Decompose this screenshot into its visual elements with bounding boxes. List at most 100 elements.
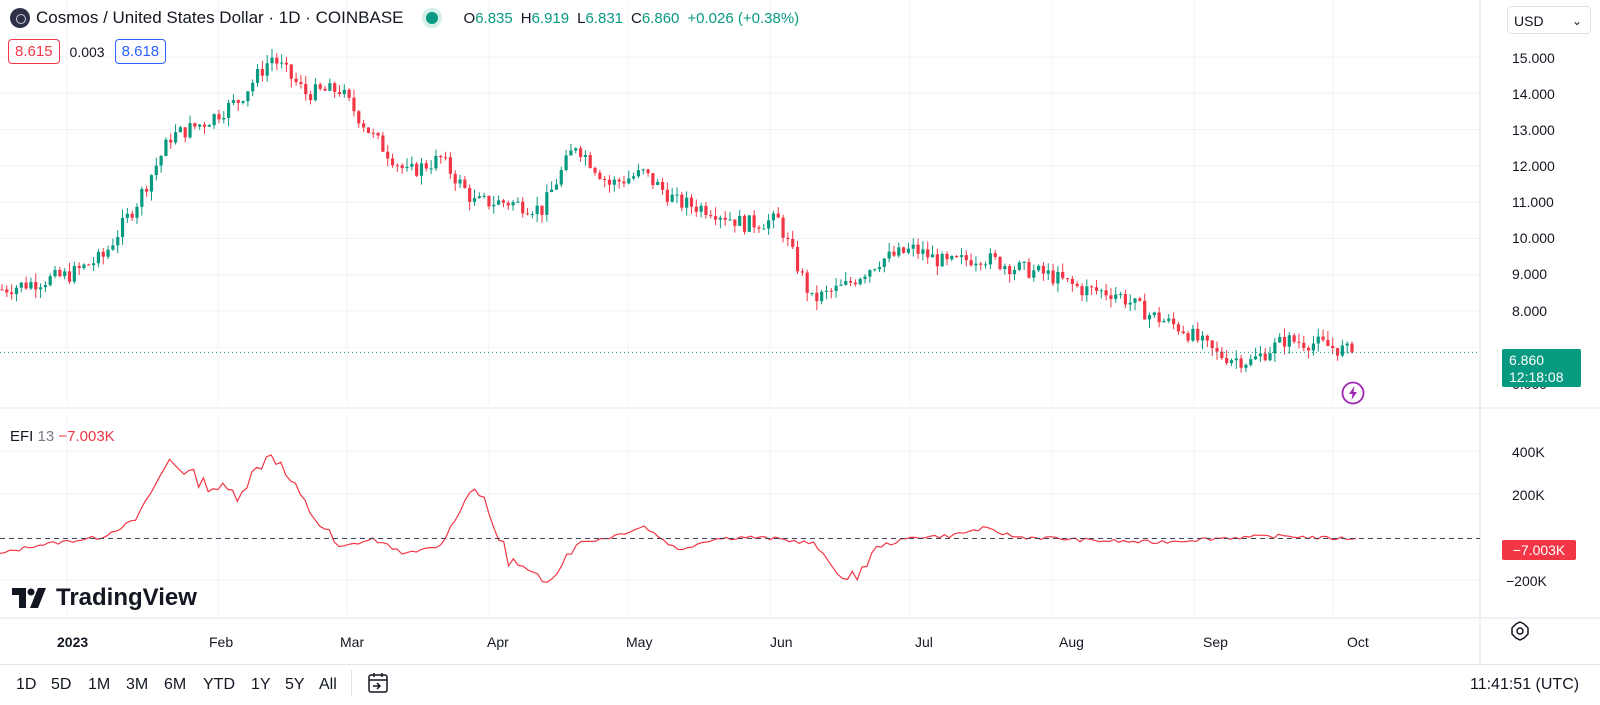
candle-body [34, 282, 38, 290]
candle-body [863, 276, 867, 280]
price-axis-label: 11.000 [1512, 194, 1554, 210]
candle-body [1205, 335, 1209, 341]
candle-body [1128, 302, 1132, 305]
candle-body [848, 280, 853, 283]
range-ytd-button[interactable]: YTD [203, 676, 235, 693]
currency-dropdown[interactable]: USD ⌄ [1507, 6, 1591, 34]
tradingview-logo[interactable]: TradingView [12, 584, 197, 612]
candle-body [636, 170, 641, 177]
time-axis-label: Apr [487, 634, 509, 650]
candle-body [82, 264, 86, 268]
candle-body [709, 215, 713, 217]
settings-gear-icon[interactable] [1509, 620, 1531, 647]
buy-price-button[interactable]: 8.618 [114, 39, 167, 64]
candle-body [395, 165, 399, 167]
candle-body [853, 282, 857, 285]
range-5d-button[interactable]: 5D [51, 676, 72, 693]
efi-value-tag: −7.003K [1502, 540, 1576, 560]
candle-body [742, 215, 747, 232]
lightning-icon[interactable] [1341, 381, 1365, 410]
candle-body [130, 213, 134, 218]
range-1y-button[interactable]: 1Y [251, 676, 271, 693]
candle-body [1147, 315, 1152, 320]
candle-body [434, 155, 438, 169]
range-1d-button[interactable]: 1D [16, 676, 37, 693]
candle-body [154, 165, 158, 176]
candle-body [757, 227, 761, 229]
efi-axis-label: −200K [1506, 573, 1547, 589]
last-price-tag: 6.860 12:18:08 [1502, 349, 1581, 387]
candle-body [815, 292, 819, 302]
candle-body [294, 78, 298, 83]
candle-body [685, 197, 689, 208]
candle-body [193, 123, 197, 127]
candle-body [983, 264, 988, 266]
range-5y-button[interactable]: 5Y [285, 676, 305, 693]
candle-body [183, 127, 187, 138]
range-all-button[interactable]: All [319, 676, 337, 693]
candle-body [96, 251, 101, 264]
candle-body [733, 219, 737, 226]
candle-body [357, 111, 361, 124]
candle-body [897, 247, 901, 256]
range-6m-button[interactable]: 6M [164, 676, 187, 693]
candle-body [482, 195, 486, 197]
candle-body [1109, 295, 1113, 299]
candle-body [535, 205, 539, 215]
efi-legend[interactable]: EFI 13 −7.003K [10, 428, 115, 445]
candle-body [1181, 331, 1185, 334]
candle-body [1278, 336, 1282, 343]
candle-body [24, 282, 28, 289]
symbol-title[interactable]: Cosmos / United States Dollar · 1D · COI… [36, 8, 404, 27]
candle-body [1239, 358, 1243, 368]
candle-body [795, 246, 800, 272]
candle-body [405, 166, 409, 169]
candle-body [169, 139, 173, 143]
candle-body [916, 244, 920, 254]
candle-body [463, 179, 467, 188]
candle-body [1123, 294, 1127, 305]
goto-date-icon[interactable] [367, 672, 389, 699]
candle-body [588, 154, 592, 168]
sell-price-button[interactable]: 8.615 [8, 39, 60, 64]
candle-body [188, 123, 192, 138]
candle-body [738, 215, 742, 226]
utc-clock[interactable]: 11:41:51 (UTC) [1470, 676, 1580, 693]
candle-body [1032, 270, 1036, 278]
candle-body [477, 196, 481, 199]
range-1m-button[interactable]: 1M [88, 676, 111, 693]
candle-body [530, 214, 534, 216]
candle-body [366, 127, 371, 133]
range-3m-button[interactable]: 3M [126, 676, 149, 693]
candle-body [120, 217, 125, 238]
candle-body [1012, 269, 1017, 275]
candle-body [1138, 298, 1142, 301]
candle-body [308, 94, 313, 101]
candle-body [820, 291, 824, 302]
candle-body [1316, 336, 1320, 344]
candle-body [1152, 312, 1156, 316]
candle-body [19, 282, 23, 288]
candle-body [1157, 312, 1161, 323]
candle-body [487, 195, 491, 207]
candle-body [1307, 347, 1311, 351]
bar-countdown: 12:18:08 [1509, 369, 1564, 385]
candle-body [1253, 356, 1258, 360]
candle-body [656, 181, 660, 185]
candle-body [77, 265, 81, 268]
time-axis-label: Jul [915, 634, 933, 650]
ohlc-close: C6.860 [631, 9, 680, 27]
candle-body [1046, 270, 1050, 274]
candle-body [29, 282, 33, 289]
candle-body [1051, 270, 1055, 284]
brand-name: TradingView [56, 584, 197, 611]
efi-line [0, 454, 1357, 583]
candle-body [1172, 318, 1176, 325]
candle-body [974, 263, 978, 266]
candle-body [1176, 324, 1181, 332]
candle-body [53, 269, 57, 277]
candle-body [930, 254, 935, 258]
candle-body [1220, 351, 1224, 359]
candle-body [1114, 294, 1118, 299]
